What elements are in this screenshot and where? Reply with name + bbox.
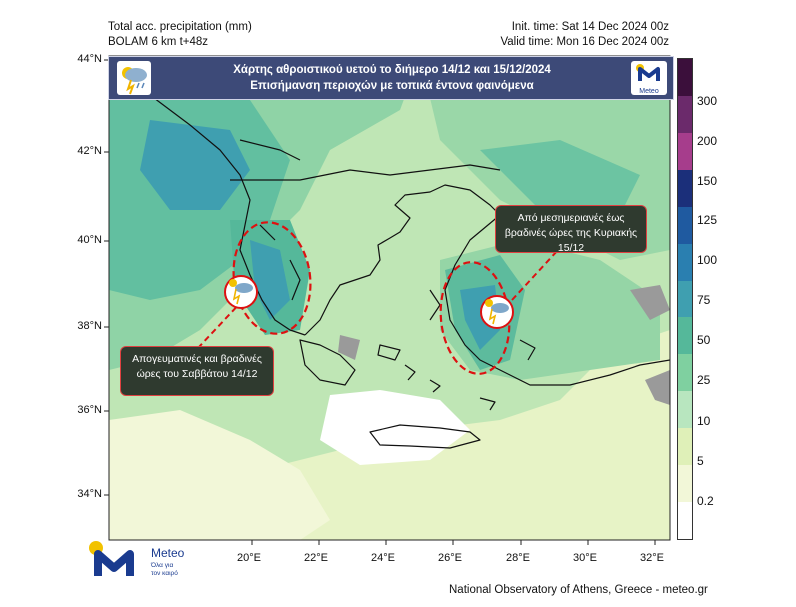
- colorbar-label: 5: [697, 454, 704, 468]
- thunderstorm-icon: [117, 61, 151, 95]
- colorbar-segment: [678, 317, 692, 355]
- colorbar-label: 150: [697, 174, 718, 188]
- callout-west: Απογευματινές και βραδινές ώρες του Σαββ…: [120, 346, 274, 396]
- storm-marker-west: [224, 275, 258, 309]
- lat-label: 44°N: [77, 53, 102, 65]
- colorbar-label: 75: [697, 293, 711, 307]
- meteo-logo-sub2: τον καιρό: [151, 570, 178, 577]
- colorbar-segment: [678, 169, 692, 208]
- banner-subtitle: Επισήμανση περιοχών με τοπικά έντονα φαι…: [250, 80, 534, 92]
- colorbar-segment: [678, 132, 692, 171]
- model-label: BOLAM 6 km t+48z: [108, 36, 209, 48]
- lat-label: 36°N: [77, 404, 102, 416]
- title-banner: Χάρτης αθροιστικού υετού το διήμερο 14/1…: [108, 56, 674, 100]
- colorbar-segment: [678, 95, 692, 134]
- lat-label: 38°N: [77, 320, 102, 332]
- lon-label: 20°E: [237, 552, 261, 564]
- colorbar-segment: [678, 280, 692, 318]
- meteo-logo-mark: [89, 541, 134, 576]
- valid-time: Valid time: Mon 16 Dec 2024 00z: [500, 36, 669, 48]
- meteo-logo-small-text: Meteo: [639, 88, 659, 95]
- colorbar-label: 125: [697, 213, 718, 227]
- colorbar-label: 10: [697, 414, 711, 428]
- lat-label: 42°N: [77, 145, 102, 157]
- axis-ticks: [104, 59, 656, 545]
- colorbar-label: 0.2: [697, 494, 714, 508]
- storm-marker-east: [480, 295, 514, 329]
- meteo-logo-small: Meteo: [631, 61, 667, 95]
- colorbar-label: 100: [697, 253, 718, 267]
- colorbar-segment: [678, 428, 692, 466]
- colorbar-segment: [678, 59, 692, 97]
- lat-label: 34°N: [77, 488, 102, 500]
- coastlines: [109, 74, 670, 449]
- lon-label: 26°E: [438, 552, 462, 564]
- callout-east: Από μεσημεριανές έως βραδινές ώρες της Κ…: [495, 205, 647, 254]
- lon-label: 32°E: [640, 552, 664, 564]
- colorbar-segment: [678, 502, 692, 540]
- colorbar-label: 300: [697, 94, 718, 108]
- colorbar-segment: [678, 465, 692, 503]
- banner-title: Χάρτης αθροιστικού υετού το διήμερο 14/1…: [233, 64, 551, 76]
- map-area: [109, 56, 670, 540]
- init-time: Init. time: Sat 14 Dec 2024 00z: [511, 21, 669, 33]
- colorbar-segment: [678, 354, 692, 392]
- lon-label: 28°E: [506, 552, 530, 564]
- lat-label: 40°N: [77, 234, 102, 246]
- colorbar-segment: [678, 243, 692, 282]
- meteo-logo-sub1: Όλα για: [151, 562, 174, 569]
- lon-label: 22°E: [304, 552, 328, 564]
- field-title: Total acc. precipitation (mm): [108, 21, 252, 33]
- colorbar-segment: [678, 391, 692, 429]
- lon-label: 24°E: [371, 552, 395, 564]
- colorbar-label: 50: [697, 333, 711, 347]
- latitude-labels: 44°N 42°N 40°N 38°N 36°N 34°N: [60, 0, 102, 600]
- meteo-logo-text: Meteo: [151, 546, 185, 560]
- colorbar-label: 25: [697, 373, 711, 387]
- connector-east: [511, 249, 559, 301]
- meteo-logo: Meteo Όλα για τον καιρό: [86, 540, 206, 582]
- colorbar-label: 200: [697, 134, 718, 148]
- colorbar: [677, 58, 693, 540]
- colorbar-segment: [678, 206, 692, 245]
- lon-label: 30°E: [573, 552, 597, 564]
- credit-text: National Observatory of Athens, Greece -…: [449, 584, 708, 596]
